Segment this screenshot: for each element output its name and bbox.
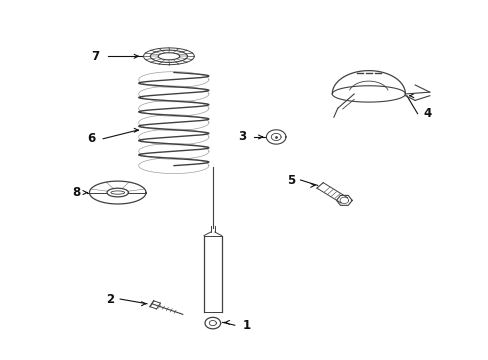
Text: 6: 6 xyxy=(86,132,95,145)
Text: 1: 1 xyxy=(243,319,250,332)
Text: 7: 7 xyxy=(92,50,100,63)
Text: 8: 8 xyxy=(72,186,80,199)
Text: 3: 3 xyxy=(238,130,245,144)
Text: 2: 2 xyxy=(106,293,114,306)
Text: 5: 5 xyxy=(286,174,294,186)
Text: 4: 4 xyxy=(422,107,430,120)
